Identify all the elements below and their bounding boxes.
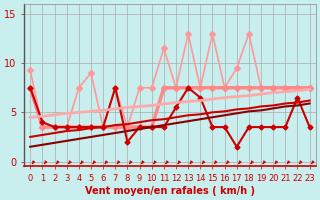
X-axis label: Vent moyen/en rafales ( km/h ): Vent moyen/en rafales ( km/h ) (85, 186, 255, 196)
